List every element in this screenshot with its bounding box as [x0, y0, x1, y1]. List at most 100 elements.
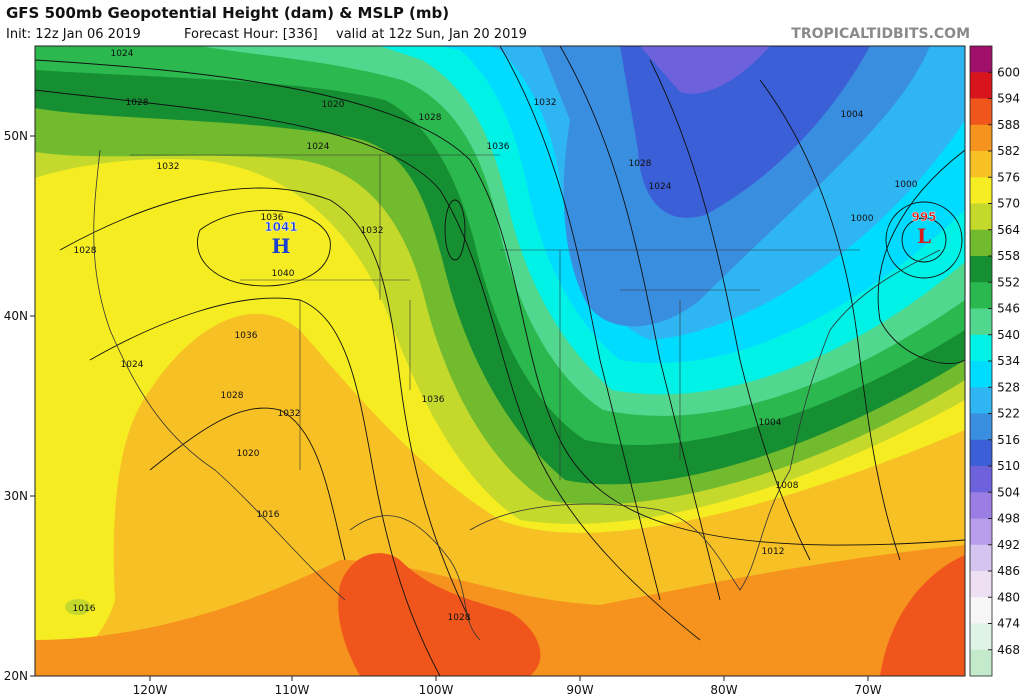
center-symbol: L — [917, 224, 931, 248]
isobar-label: 1028 — [221, 391, 244, 401]
colorbar-label: 576 — [997, 170, 1020, 184]
colorbar-swatch — [970, 518, 992, 546]
isobar-label: 1020 — [237, 449, 260, 459]
colorbar-swatch — [970, 124, 992, 152]
height-fill — [880, 555, 965, 676]
colorbar-swatch — [970, 98, 992, 126]
isobar-label: 1040 — [272, 269, 295, 279]
height-fill — [338, 553, 541, 676]
isobar-label: 1000 — [851, 214, 874, 224]
colorbar-label: 522 — [997, 407, 1020, 421]
colorbar-swatch — [970, 413, 992, 441]
colorbar-swatch — [970, 649, 992, 677]
isobar-label: 1008 — [776, 481, 799, 491]
isobar-label: 1004 — [759, 418, 782, 428]
colorbar-label: 540 — [997, 328, 1020, 342]
isobar-label: 1004 — [841, 110, 864, 120]
height-fill — [65, 599, 91, 615]
isobar-label: 1036 — [487, 142, 510, 152]
map-frame — [34, 45, 966, 677]
colorbar-label: 474 — [997, 617, 1020, 631]
isobar-label: 1028 — [74, 246, 97, 256]
colorbar-label: 498 — [997, 512, 1020, 526]
colorbar-swatch — [970, 151, 992, 178]
colorbar-swatch — [970, 256, 992, 283]
colorbar-label: 570 — [997, 197, 1020, 211]
center-symbol: H — [272, 234, 291, 258]
isobar-label: 1012 — [762, 547, 785, 557]
isobar-label: 1028 — [629, 159, 652, 169]
colorbar-swatch — [970, 571, 992, 598]
isobar-label: 1024 — [121, 360, 144, 370]
colorbar-swatch — [970, 308, 992, 336]
colorbar-label: 558 — [997, 249, 1020, 263]
colorbar-swatch — [970, 623, 992, 651]
isobar-label: 1036 — [422, 395, 445, 405]
colorbar-label: 594 — [997, 92, 1020, 106]
isobar-label: 1032 — [157, 162, 180, 172]
isobar-label: 1016 — [73, 604, 96, 614]
colorbar-swatch — [970, 361, 992, 388]
lon-label: 120W — [133, 683, 168, 696]
colorbar-label: 564 — [997, 223, 1020, 237]
isobar-label: 1024 — [307, 142, 330, 152]
colorbar-swatch — [970, 72, 992, 99]
colorbar-label: 468 — [997, 643, 1020, 657]
isobar-label: 1024 — [111, 49, 134, 59]
colorbar-swatch — [970, 46, 992, 73]
colorbar-swatch — [970, 597, 992, 624]
colorbar-label: 516 — [997, 433, 1020, 447]
height-fill — [640, 46, 770, 94]
title: GFS 500mb Geopotential Height (dam) & MS… — [6, 4, 449, 22]
colorbar-swatch — [970, 203, 992, 231]
lat-label: 20N — [4, 669, 28, 683]
center-pressure: 1041 — [264, 220, 297, 234]
isobar-label: 1032 — [278, 409, 301, 419]
isobar-label: 1036 — [261, 213, 284, 223]
colorbar-label: 528 — [997, 380, 1020, 394]
colorbar-label: 534 — [997, 354, 1020, 368]
isobar-label: 1028 — [126, 98, 149, 108]
lon-label: 80W — [710, 683, 737, 696]
colorbar-swatch — [970, 387, 992, 414]
center-pressure: 995 — [911, 210, 936, 224]
map — [35, 46, 965, 676]
overlay: 600 594 588 582 576 570 564 558 552 546 540 534 528 5… — [4, 45, 1020, 696]
lon-label: 90W — [566, 683, 593, 696]
lon-label: 70W — [854, 683, 881, 696]
colorbar-swatch — [970, 229, 992, 257]
colorbar-swatch — [970, 177, 992, 204]
colorbar-label: 588 — [997, 118, 1020, 132]
colorbar-label: 480 — [997, 590, 1020, 604]
colorbar-label: 600 — [997, 65, 1020, 79]
init-time: Init: 12z Jan 06 2019 — [6, 27, 141, 42]
colorbar-swatch — [970, 334, 992, 362]
isobar-label: 1032 — [534, 98, 557, 108]
isobar-label: 1020 — [322, 100, 345, 110]
isobar-label: 1028 — [419, 113, 442, 123]
lon-label: 100W — [419, 683, 454, 696]
forecast-hour: Forecast Hour: [336] — [184, 27, 318, 42]
isobar-label: 1032 — [361, 226, 384, 236]
isobar-label: 1024 — [649, 182, 672, 192]
lat-label: 50N — [4, 129, 28, 143]
valid-time: valid at 12z Sun, Jan 20 2019 — [336, 27, 527, 42]
colorbar-label: 504 — [997, 485, 1020, 499]
colorbar-swatch — [970, 492, 992, 519]
isobar-label: 1000 — [895, 180, 918, 190]
lat-label: 30N — [4, 489, 28, 503]
colorbar-label: 486 — [997, 564, 1020, 578]
colorbar-label: 492 — [997, 538, 1020, 552]
colorbar-label: 582 — [997, 144, 1020, 158]
lat-label: 40N — [4, 309, 28, 323]
isobar-label: 1016 — [257, 510, 280, 520]
colorbar-swatch — [970, 466, 992, 493]
colorbar-swatch — [970, 544, 992, 572]
isobar-label: 1036 — [235, 331, 258, 341]
colorbar-label: 546 — [997, 302, 1020, 316]
colorbar-label: 510 — [997, 459, 1020, 473]
lon-label: 110W — [275, 683, 310, 696]
isobar-label: 1028 — [448, 613, 471, 623]
colorbar-swatch — [970, 439, 992, 467]
